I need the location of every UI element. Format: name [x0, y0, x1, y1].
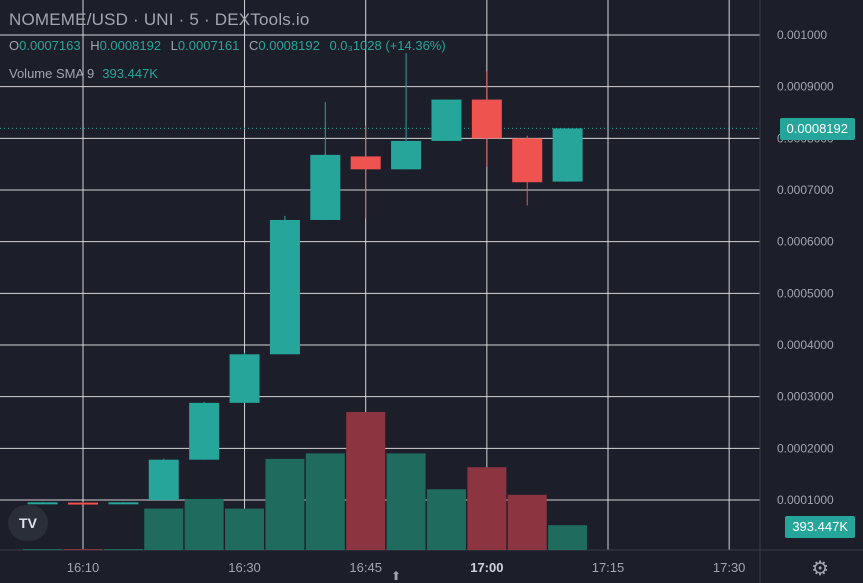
price-tick-label: 0.0009000	[777, 80, 834, 94]
volume-value: 393.447K	[102, 66, 158, 81]
candle-body[interactable]	[27, 502, 58, 505]
open-value: 0.0007163	[19, 38, 81, 53]
volume-bar[interactable]	[144, 508, 184, 550]
volume-bar[interactable]	[23, 549, 63, 550]
change-value: 0.0₃1028 (+14.36%)	[329, 38, 446, 53]
time-tick-label: 16:30	[228, 560, 261, 575]
price-tick-label: 0.0001000	[777, 493, 834, 507]
volume-bar[interactable]	[346, 412, 386, 550]
candle-body[interactable]	[552, 128, 583, 182]
high-value: 0.0008192	[99, 38, 162, 53]
candle-body[interactable]	[269, 219, 300, 355]
high-label: H	[90, 38, 100, 53]
price-tick-label: 0.0002000	[777, 441, 834, 455]
volume-bar[interactable]	[103, 549, 143, 550]
volume-label: Volume SMA 9	[9, 66, 95, 81]
price-tick-label: 0.0005000	[777, 286, 834, 300]
low-value: 0.0007161	[177, 38, 240, 53]
volume-bar[interactable]	[225, 508, 265, 550]
volume-bar[interactable]	[305, 453, 345, 550]
candle-body[interactable]	[431, 99, 462, 141]
open-label: O	[9, 38, 20, 53]
time-tick-label: 16:10	[67, 560, 100, 575]
volume-tag: 393.447K	[785, 516, 855, 538]
ohlc-legend: O0.0007163 H0.0008192 L0.0007161 C0.0008…	[9, 38, 452, 53]
volume-bar[interactable]	[548, 525, 588, 550]
time-tick-label: 17:15	[592, 560, 625, 575]
price-tick-label: 0.0004000	[777, 338, 834, 352]
last-price-tag: 0.0008192	[779, 118, 855, 140]
volume-bar[interactable]	[467, 467, 507, 550]
candle-body[interactable]	[310, 154, 341, 220]
volume-bar[interactable]	[507, 494, 547, 550]
volume-legend[interactable]: Volume SMA 9 393.447K	[9, 66, 158, 81]
candle-body[interactable]	[68, 502, 98, 505]
candle-body[interactable]	[148, 459, 179, 500]
candle-body[interactable]	[391, 140, 422, 170]
volume-bar[interactable]	[386, 453, 426, 550]
chevron-up-icon[interactable]: ⬆	[391, 569, 402, 583]
time-tick-label: 16:45	[349, 560, 382, 575]
candle-body[interactable]	[108, 502, 139, 505]
time-tick-label: 17:00	[470, 560, 503, 575]
close-label: C	[248, 38, 259, 53]
price-tick-label: 0.0007000	[777, 183, 834, 197]
price-tick-label: 0.001000	[777, 28, 827, 42]
volume-bar[interactable]	[426, 489, 466, 550]
time-tick-label: 17:30	[713, 560, 746, 575]
candle-body[interactable]	[189, 402, 220, 460]
low-label: L	[170, 38, 178, 53]
tradingview-logo[interactable]: TV	[8, 505, 48, 541]
candle-body[interactable]	[350, 156, 381, 170]
close-value: 0.0008192	[258, 38, 320, 53]
gear-icon[interactable]: ⚙	[811, 558, 829, 580]
volume-bar[interactable]	[265, 458, 305, 550]
candle-body[interactable]	[471, 99, 502, 139]
candle-body[interactable]	[512, 138, 543, 183]
price-tick-label: 0.0006000	[777, 235, 834, 249]
price-tick-label: 0.0003000	[777, 390, 834, 404]
candle-body[interactable]	[229, 354, 260, 403]
volume-bar[interactable]	[184, 498, 224, 550]
volume-bar[interactable]	[63, 549, 103, 550]
chart-title: NOMEME/USD · UNI · 5 · DEXTools.io	[9, 10, 310, 29]
